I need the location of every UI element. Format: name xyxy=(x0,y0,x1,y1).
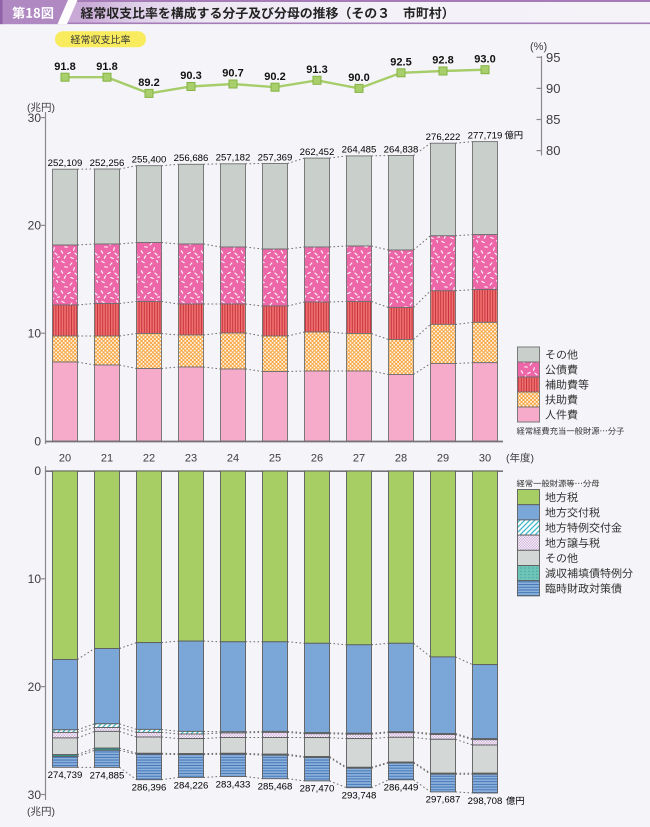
svg-text:25: 25 xyxy=(269,453,281,465)
svg-text:91.8: 91.8 xyxy=(54,61,75,73)
svg-text:255,400: 255,400 xyxy=(132,155,167,166)
svg-text:264,485: 264,485 xyxy=(342,145,377,156)
svg-text:90.2: 90.2 xyxy=(264,71,285,83)
svg-text:257,369: 257,369 xyxy=(258,152,293,163)
svg-text:274,885: 274,885 xyxy=(90,771,125,782)
svg-text:(: ( xyxy=(27,806,31,818)
svg-text:30: 30 xyxy=(28,111,42,125)
svg-text:22: 22 xyxy=(143,453,155,465)
svg-text:20: 20 xyxy=(28,219,42,233)
svg-text:29: 29 xyxy=(437,453,449,465)
svg-text:0: 0 xyxy=(34,464,41,478)
svg-text:276,222: 276,222 xyxy=(426,132,461,143)
svg-text:): ) xyxy=(531,453,535,465)
svg-text:(: ( xyxy=(506,453,510,465)
svg-text:21: 21 xyxy=(101,453,113,465)
svg-text:23: 23 xyxy=(185,453,197,465)
svg-text:93.0: 93.0 xyxy=(474,53,495,65)
svg-text:252,109: 252,109 xyxy=(48,158,83,169)
svg-text:28: 28 xyxy=(395,453,407,465)
svg-text:286,449: 286,449 xyxy=(384,783,419,794)
svg-text:90: 90 xyxy=(546,81,560,96)
svg-text:283,433: 283,433 xyxy=(216,780,251,791)
svg-text:293,748: 293,748 xyxy=(342,791,377,802)
svg-text:252,256: 252,256 xyxy=(90,158,125,169)
svg-text:274,739: 274,739 xyxy=(48,770,83,781)
svg-text:95: 95 xyxy=(546,50,560,65)
svg-text:90.3: 90.3 xyxy=(180,70,201,82)
svg-text:26: 26 xyxy=(311,453,323,465)
svg-text:89.2: 89.2 xyxy=(138,77,159,89)
svg-text:92.8: 92.8 xyxy=(432,55,453,67)
svg-text:92.5: 92.5 xyxy=(390,57,411,69)
svg-text:91.3: 91.3 xyxy=(306,64,327,76)
svg-text:297,687: 297,687 xyxy=(426,795,461,806)
svg-text:30: 30 xyxy=(479,453,491,465)
svg-text:27: 27 xyxy=(353,453,365,465)
svg-text:20: 20 xyxy=(28,680,42,694)
svg-text:85: 85 xyxy=(546,112,560,127)
svg-text:(%): (%) xyxy=(530,41,547,53)
svg-text:0: 0 xyxy=(34,434,41,448)
svg-text:10: 10 xyxy=(28,572,42,586)
svg-text:80: 80 xyxy=(546,143,560,158)
svg-text:257,182: 257,182 xyxy=(216,153,251,164)
svg-text:277,719: 277,719 xyxy=(468,130,503,141)
svg-text:264,838: 264,838 xyxy=(384,144,419,155)
svg-text:90.0: 90.0 xyxy=(348,72,369,84)
svg-text:262,452: 262,452 xyxy=(300,147,335,158)
svg-text:(: ( xyxy=(27,102,31,114)
svg-text:90.7: 90.7 xyxy=(222,68,243,80)
svg-text:284,226: 284,226 xyxy=(174,781,209,792)
svg-text:286,396: 286,396 xyxy=(132,783,167,794)
svg-text:): ) xyxy=(52,806,56,818)
svg-text:30: 30 xyxy=(28,788,42,802)
svg-text:285,468: 285,468 xyxy=(258,782,293,793)
svg-text:): ) xyxy=(52,102,56,114)
svg-text:298,708: 298,708 xyxy=(468,796,503,807)
svg-text:10: 10 xyxy=(28,327,42,341)
svg-text:256,686: 256,686 xyxy=(174,153,209,164)
svg-text:24: 24 xyxy=(227,453,239,465)
svg-text:91.8: 91.8 xyxy=(96,61,117,73)
svg-text:287,470: 287,470 xyxy=(300,784,335,795)
svg-text:20: 20 xyxy=(59,453,71,465)
